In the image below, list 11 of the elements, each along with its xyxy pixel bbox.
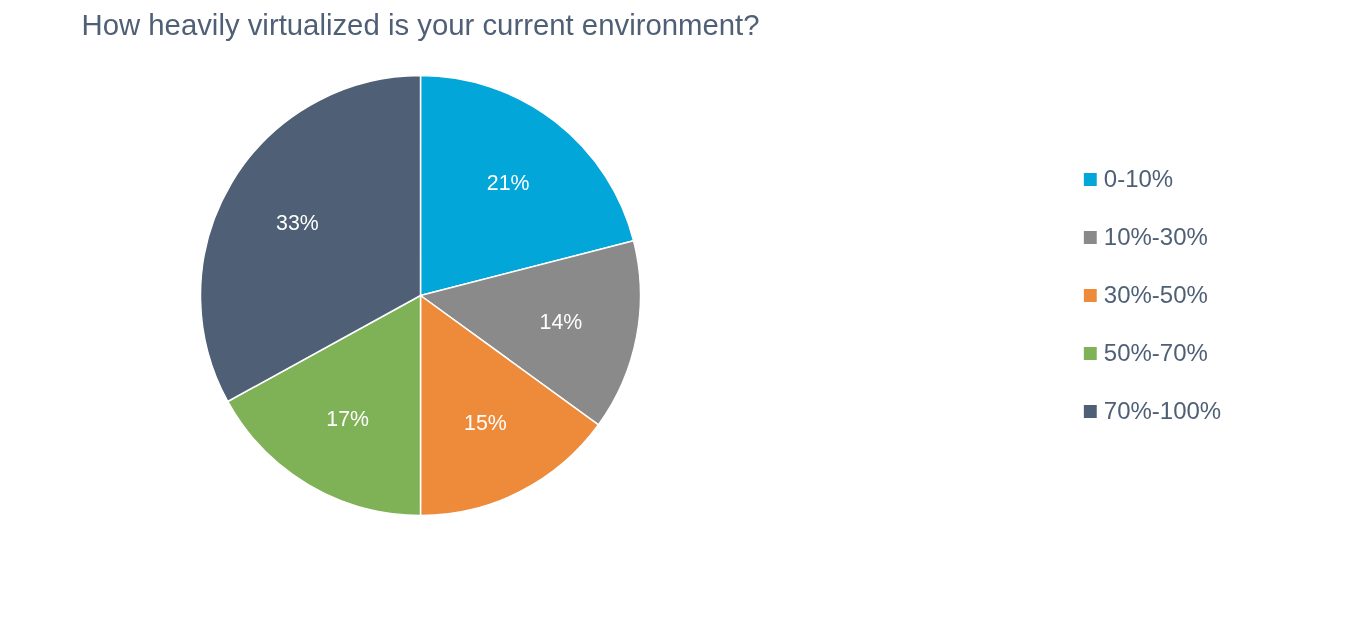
data-label: 21% <box>486 170 530 195</box>
data-label: 15% <box>464 410 507 435</box>
legend-label: 70%-100% <box>1103 397 1222 425</box>
legend-label: 0-10% <box>1103 165 1174 193</box>
data-label: 14% <box>539 310 583 335</box>
legend-label: 30%-50% <box>1103 281 1208 309</box>
chart-title: How heavily virtualized is your current environment? <box>81 7 760 41</box>
data-label: 33% <box>276 210 319 235</box>
data-label: 17% <box>326 406 370 431</box>
legend-label: 10%-30% <box>1103 223 1208 251</box>
legend-label: 50%-70% <box>1103 339 1208 367</box>
